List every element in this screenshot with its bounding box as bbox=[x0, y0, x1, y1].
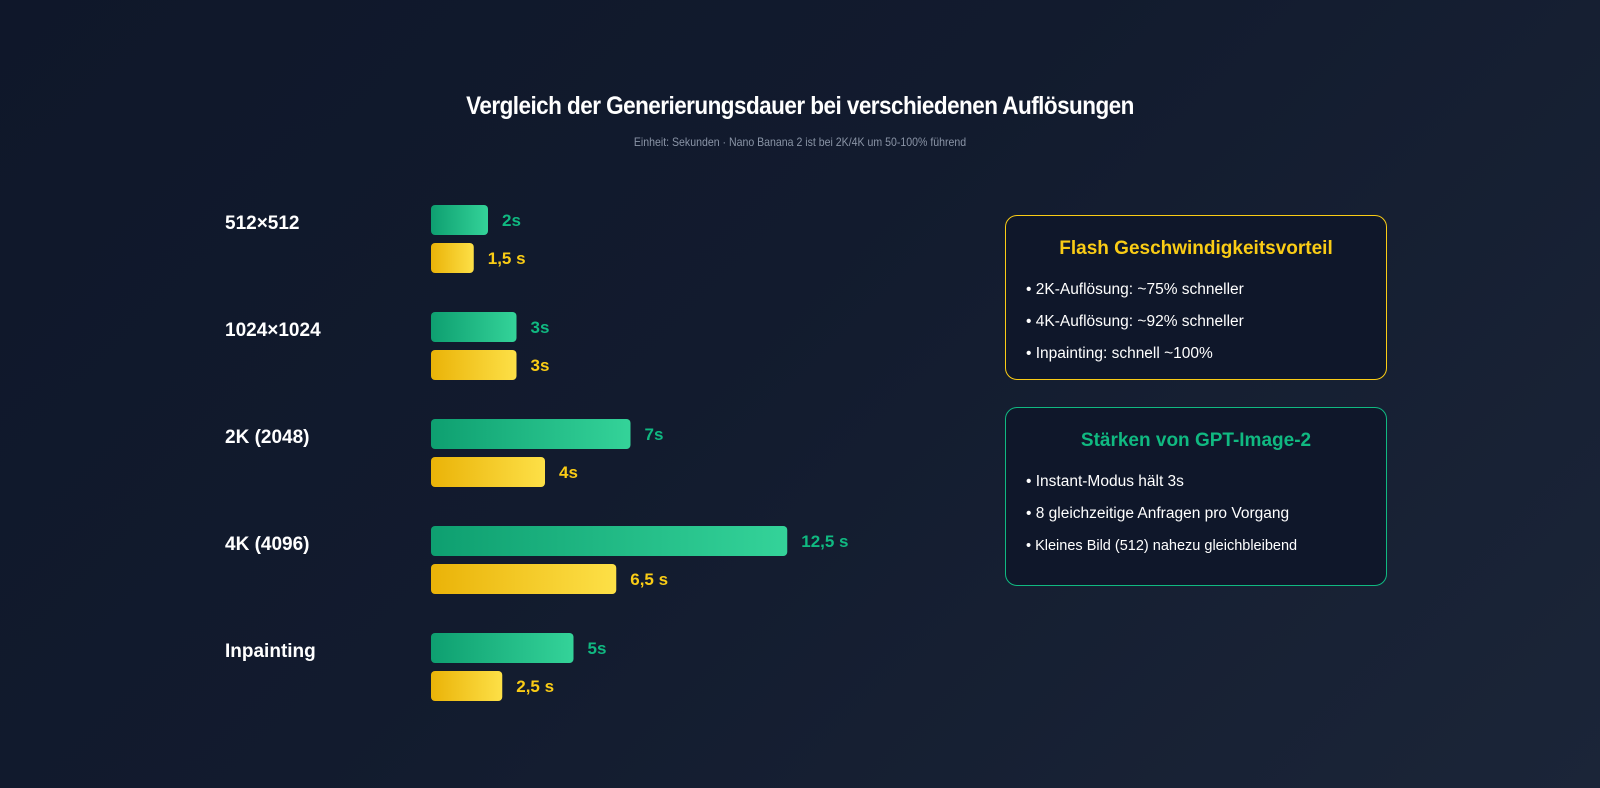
category-label: Inpainting bbox=[225, 641, 316, 662]
green-bar bbox=[431, 633, 574, 663]
value-label: 7s bbox=[645, 425, 664, 444]
flash-card-title: Flash Geschwindigkeitsvorteil bbox=[1059, 238, 1333, 259]
flash-card-item: • 2K-Auflösung: ~75% schneller bbox=[1026, 281, 1244, 298]
flash-card-item: • 4K-Auflösung: ~92% schneller bbox=[1026, 313, 1244, 330]
bar-chart: 512×512 2s 1,5 s 1024×1024 3s 3s 2K (2048) 7s 4s… bbox=[225, 205, 849, 701]
value-label: 3s bbox=[531, 356, 550, 375]
flash-card-item: • Inpainting: schnell ~100% bbox=[1026, 345, 1213, 362]
yellow-bar bbox=[431, 671, 503, 701]
value-label: 6,5 s bbox=[630, 570, 668, 589]
flash-advantage-card: Flash Geschwindigkeitsvorteil • 2K-Auflö… bbox=[1005, 215, 1387, 380]
value-label: 12,5 s bbox=[801, 532, 848, 551]
gpt-strengths-card: Stärken von GPT-Image-2 • Instant-Modus … bbox=[1005, 407, 1387, 586]
category-label: 512×512 bbox=[225, 213, 300, 234]
value-label: 4s bbox=[559, 463, 578, 482]
gpt-card-item: • Instant-Modus hält 3s bbox=[1026, 473, 1184, 490]
yellow-bar bbox=[431, 350, 517, 380]
yellow-bar bbox=[431, 564, 617, 594]
value-label: 1,5 s bbox=[488, 249, 526, 268]
gpt-card-title: Stärken von GPT-Image-2 bbox=[1080, 430, 1312, 451]
chart-title: Vergleich der Generierungsdauer bei vers… bbox=[466, 92, 1134, 120]
gpt-card-list: • Instant-Modus hält 3s • 8 gleichzeitig… bbox=[1006, 470, 1386, 566]
category-label: 4K (4096) bbox=[225, 534, 310, 555]
green-bar bbox=[431, 312, 517, 342]
value-label: 2s bbox=[502, 211, 521, 230]
value-label: 2,5 s bbox=[516, 677, 554, 696]
yellow-bar bbox=[431, 243, 474, 273]
green-bar bbox=[431, 419, 631, 449]
green-bar bbox=[431, 205, 488, 235]
value-label: 5s bbox=[588, 639, 607, 658]
green-bar bbox=[431, 526, 788, 556]
chart-subtitle: Einheit: Sekunden · Nano Banana 2 ist be… bbox=[633, 135, 967, 149]
gpt-card-item: • Kleines Bild (512) nahezu gleichbleibe… bbox=[1026, 538, 1298, 554]
category-label: 1024×1024 bbox=[225, 320, 321, 341]
category-label: 2K (2048) bbox=[225, 427, 310, 448]
flash-card-list: • 2K-Auflösung: ~75% schneller • 4K-Aufl… bbox=[1006, 278, 1386, 374]
gpt-card-item: • 8 gleichzeitige Anfragen pro Vorgang bbox=[1026, 505, 1290, 522]
yellow-bar bbox=[431, 457, 545, 487]
value-label: 3s bbox=[531, 318, 550, 337]
